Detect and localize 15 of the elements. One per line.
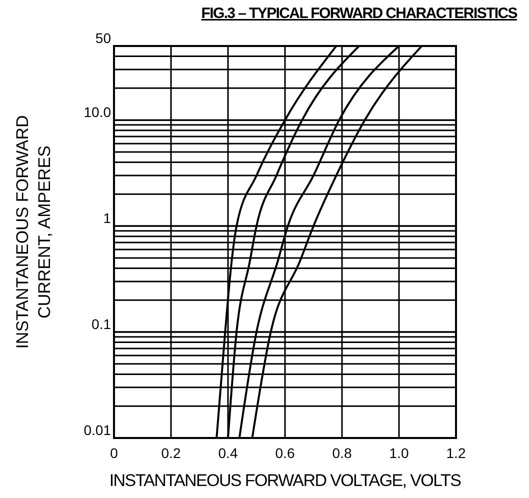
y-tick-label: 0.1 (92, 316, 112, 332)
x-tick-label: 0.2 (161, 445, 181, 461)
x-axis-title: INSTANTANEOUS FORWARD VOLTAGE, VOLTS (109, 471, 462, 490)
y-axis-title: INSTANTANEOUS FORWARD CURRENT, AMPERES (13, 115, 54, 349)
y-tick-label: 10.0 (84, 104, 112, 120)
x-tick-label: 0.4 (218, 445, 238, 461)
x-tick-label: 1.2 (446, 445, 466, 461)
chart-title: FIG.3 – TYPICAL FORWARD CHARACTERISTICS (201, 5, 518, 22)
x-tick-label: 0 (110, 445, 118, 461)
x-tick-label: 0.8 (332, 445, 352, 461)
y-tick-label: 0.01 (84, 422, 112, 438)
x-tick-label: 1.0 (389, 445, 409, 461)
x-tick-label: 0.6 (275, 445, 295, 461)
y-tick-label: 50 (95, 30, 112, 46)
y-tick-label: 1 (103, 210, 112, 226)
